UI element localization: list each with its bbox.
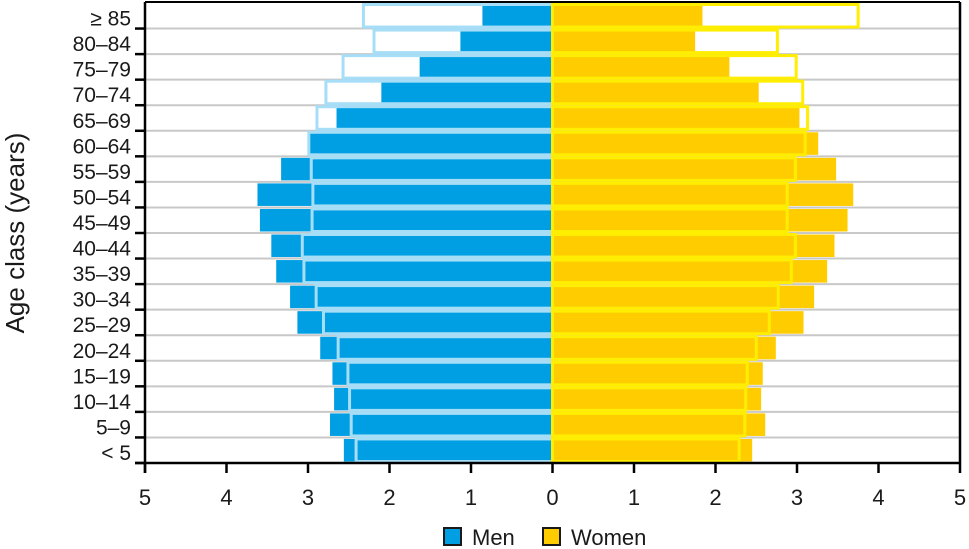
legend-label-men: Men <box>472 525 515 549</box>
women-outline-bar <box>551 54 798 80</box>
y-axis-title: Age class (years) <box>0 133 30 334</box>
women-outline-bar <box>551 156 797 182</box>
x-tick-label: 1 <box>465 485 477 510</box>
women-outline-bar <box>551 360 749 387</box>
women-bar <box>552 260 828 283</box>
men-bar <box>343 438 553 462</box>
women-outline-bar <box>551 105 810 131</box>
men-bar <box>271 234 553 258</box>
x-tick-label: 5 <box>139 485 151 510</box>
men-bar <box>276 260 553 283</box>
x-tick-label: 2 <box>709 485 721 510</box>
age-class-label: 15–19 <box>73 365 131 388</box>
women-outline-bar <box>551 437 741 464</box>
x-tick-label: 5 <box>954 485 966 510</box>
men-bar <box>381 81 553 104</box>
legend: Men Women <box>443 525 646 549</box>
age-class-label: 50–54 <box>73 186 132 209</box>
men-bar <box>330 413 553 436</box>
women-outline-bar <box>551 386 748 412</box>
women-outline-bar <box>551 3 860 29</box>
women-bar <box>552 311 804 334</box>
women-bar <box>552 285 815 309</box>
legend-swatch-men <box>443 527 462 546</box>
x-axis-ticks: 5 4 3 2 1 0 1 2 3 4 5 <box>139 463 966 510</box>
men-bar <box>482 4 553 28</box>
women-outline-bar <box>551 309 771 336</box>
x-tick-label: 3 <box>791 485 803 510</box>
women-outline-bar <box>551 181 789 208</box>
women-bar <box>552 413 766 436</box>
age-class-label: ≥ 85 <box>90 8 131 31</box>
men-bar <box>460 30 553 53</box>
women-outline-bar <box>551 411 747 438</box>
women-bar <box>552 55 730 79</box>
age-class-label: 30–34 <box>73 289 132 312</box>
women-bar <box>552 234 835 258</box>
x-tick-label: 0 <box>546 485 558 510</box>
age-class-label: 5–9 <box>96 416 131 439</box>
men-bar <box>297 311 553 334</box>
women-outline-bar <box>551 130 807 157</box>
age-class-label: 40–44 <box>73 238 132 261</box>
women-bar <box>552 30 696 53</box>
women-bar <box>552 336 776 360</box>
men-bar <box>336 106 553 130</box>
men-bar <box>257 183 553 206</box>
axes <box>135 1 962 473</box>
age-class-label: 70–74 <box>73 84 132 107</box>
age-class-label: 35–39 <box>73 263 131 286</box>
age-class-label: 10–14 <box>73 391 132 414</box>
x-tick-label: 4 <box>220 485 232 510</box>
women-outline-bar <box>551 28 779 55</box>
women-outline-bar <box>551 79 805 106</box>
outline-bars <box>300 3 860 464</box>
men-bar <box>309 132 553 155</box>
age-class-label: 65–69 <box>73 110 131 133</box>
women-bar <box>552 183 854 206</box>
age-class-label: 45–49 <box>73 212 131 235</box>
men-bar <box>290 285 553 309</box>
women-bar <box>552 106 800 130</box>
men-bar <box>320 336 553 360</box>
men-bar <box>334 387 553 411</box>
x-tick-label: 4 <box>872 485 884 510</box>
age-class-label: < 5 <box>101 442 131 465</box>
women-bar <box>552 362 763 385</box>
women-bar <box>552 438 753 462</box>
age-class-label: 75–79 <box>73 59 131 82</box>
legend-label-women: Women <box>571 525 646 549</box>
age-class-label: 60–64 <box>73 135 132 158</box>
age-class-label: 80–84 <box>73 33 132 56</box>
women-outline-bar <box>551 335 758 361</box>
age-class-label: 55–59 <box>73 161 131 184</box>
women-bar <box>552 132 819 155</box>
women-outline-bar <box>551 207 789 233</box>
women-outline-bar <box>551 233 797 259</box>
men-bar <box>281 157 553 181</box>
age-class-label: 20–24 <box>73 340 132 363</box>
age-class-label: 25–29 <box>73 314 131 337</box>
women-outline-bar <box>551 284 780 310</box>
legend-swatch-women <box>542 527 561 546</box>
men-bar <box>419 55 553 79</box>
filled-bars <box>257 4 854 462</box>
x-tick-label: 2 <box>383 485 395 510</box>
women-outline-bar <box>551 258 793 285</box>
men-bar <box>259 208 553 232</box>
women-bar <box>552 387 762 411</box>
women-bar <box>552 157 837 181</box>
men-bar <box>332 362 553 385</box>
x-tick-label: 1 <box>628 485 640 510</box>
women-bar <box>552 81 759 104</box>
x-tick-label: 3 <box>302 485 314 510</box>
women-bar <box>552 208 848 232</box>
women-bar <box>552 4 703 28</box>
